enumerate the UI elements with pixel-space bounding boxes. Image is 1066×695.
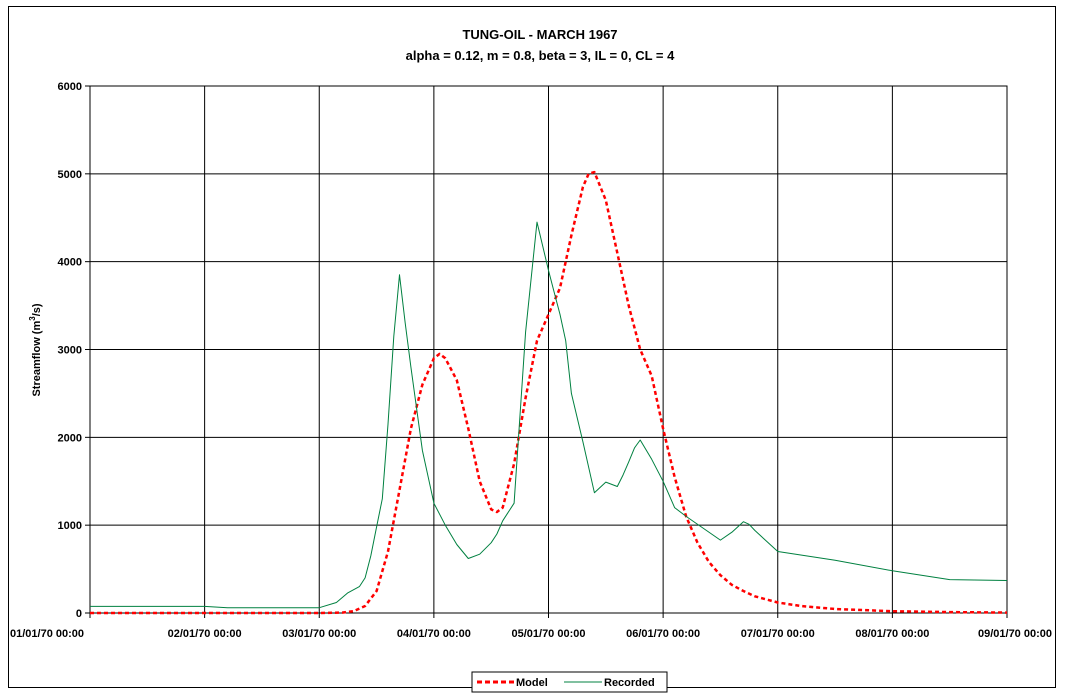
x-tick-label: 07/01/70 00:00 (741, 628, 815, 640)
y-tick-label: 0 (76, 608, 82, 620)
series-lines (90, 170, 1008, 615)
x-tick-label: 03/01/70 00:00 (282, 628, 356, 640)
y-tick-label: 2000 (58, 432, 82, 444)
y-axis-label-tail: /s) (31, 303, 43, 316)
y-tick-label: 4000 (58, 257, 82, 269)
x-tick-label: 08/01/70 00:00 (855, 628, 929, 640)
y-axis-ticks: 0 1000 2000 3000 4000 5000 6000 (58, 81, 90, 620)
x-tick-label: 01/01/70 00:00 (10, 628, 84, 640)
legend-model-label: Model (516, 677, 548, 689)
x-tick-label: 04/01/70 00:00 (397, 628, 471, 640)
chart-subtitle: alpha = 0.12, m = 0.8, beta = 3, IL = 0,… (406, 48, 675, 63)
legend-recorded-label: Recorded (604, 677, 655, 689)
x-tick-label: 05/01/70 00:00 (511, 628, 585, 640)
x-axis-ticks: 01/01/70 00:00 02/01/70 00:00 03/01/70 00:… (10, 613, 1052, 640)
series-line-recorded (90, 221, 1008, 609)
legend: Model Recorded (471, 671, 668, 693)
x-tick-label: 09/01/70 00:00 (978, 628, 1052, 640)
gridlines (89, 85, 1008, 614)
chart-title: TUNG-OIL - MARCH 1967 (462, 27, 617, 42)
chart-frame (8, 6, 1056, 688)
y-tick-label: 1000 (58, 520, 82, 532)
x-tick-label: 02/01/70 00:00 (168, 628, 242, 640)
series-line-model (90, 170, 1008, 615)
y-axis-label-sup: 3 (28, 316, 37, 321)
x-tick-label: 06/01/70 00:00 (626, 628, 700, 640)
y-axis-label: Streamflow (m3/s) (28, 303, 43, 396)
y-tick-label: 6000 (58, 81, 82, 93)
y-tick-label: 5000 (58, 169, 82, 181)
y-axis-label-main: Streamflow (m (31, 321, 43, 397)
y-tick-label: 3000 (58, 345, 82, 357)
